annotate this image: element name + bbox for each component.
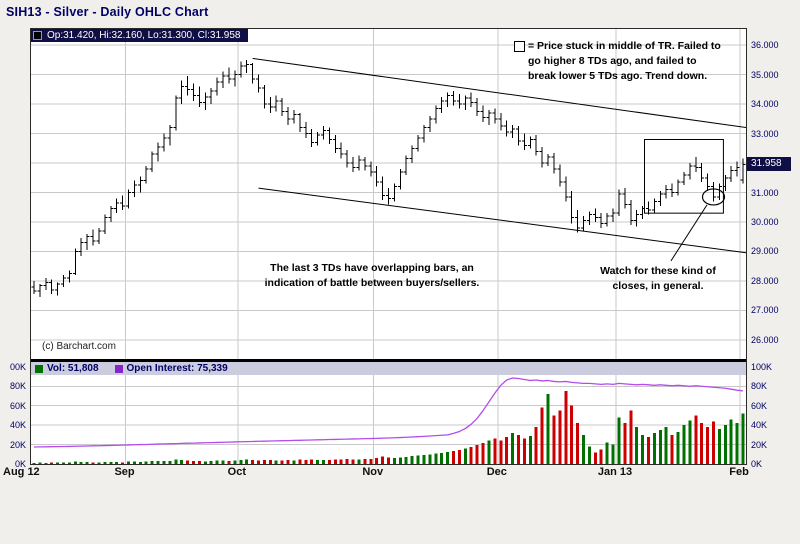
- trading-range-note-line: = Price stuck in middle of TR. Failed to: [528, 40, 721, 52]
- volume-chart: [31, 362, 746, 464]
- price-axis-label: 34.000: [751, 99, 779, 110]
- overlapping-bars-note-line: indication of battle between buyers/sell…: [264, 277, 480, 289]
- overlapping-bars-note: The last 3 TDs have overlapping bars, an…: [247, 261, 497, 291]
- volume-axis-label: 80K: [9, 381, 26, 392]
- volume-panel: Vol: 51,808 Open Interest: 75,339: [31, 362, 746, 464]
- volume-swatch-icon: [35, 364, 43, 373]
- volume-legend: Vol: 51,808 Open Interest: 75,339: [31, 362, 746, 375]
- panel-divider: [31, 359, 746, 362]
- trading-range-note: = Price stuck in middle of TR. Failed to…: [514, 39, 721, 84]
- x-axis-label: Sep: [114, 466, 135, 478]
- x-axis-label: Aug 12: [3, 466, 40, 478]
- quote-bar: Op:31.420, Hi:32.160, Lo:31.300, Cl:31.9…: [31, 29, 249, 42]
- last-price-tag: 31.958: [747, 157, 791, 172]
- price-axis-label: 29.000: [751, 246, 779, 257]
- trading-range-note-line: break lower 5 TDs ago. Trend down.: [528, 70, 708, 82]
- chart-frame: Vol: 51,808 Open Interest: 75,339: [30, 28, 747, 465]
- x-axis-label: Nov: [362, 466, 384, 478]
- ohlc-marker-icon: [33, 31, 42, 40]
- volume-axis-label: 80K: [751, 381, 768, 392]
- x-axis: Aug 12 Sep Oct Nov Dec Jan 13 Feb: [3, 466, 749, 481]
- price-axis-label: 33.000: [751, 128, 779, 139]
- volume-axis-right: 100K 80K 60K 40K 20K 0K: [749, 361, 795, 469]
- watch-closes-note-line: closes, in general.: [612, 280, 704, 292]
- volume-axis-label: 100K: [751, 361, 773, 372]
- price-chart: [31, 29, 746, 359]
- copyright-text: (c) Barchart.com: [42, 341, 116, 352]
- price-axis-label: 27.000: [751, 305, 779, 316]
- price-axis-label: 28.000: [751, 275, 779, 286]
- x-axis-label: Jan 13: [597, 466, 633, 478]
- x-axis-label: Dec: [486, 466, 507, 478]
- x-axis-label: Oct: [227, 466, 246, 478]
- trading-range-note-line: go higher 8 TDs ago, and failed to: [528, 55, 697, 67]
- price-axis-label: 35.000: [751, 69, 779, 80]
- watch-closes-note-line: Watch for these kind of: [600, 265, 716, 277]
- volume-axis-left: 00K 80K 60K 40K 20K 0K: [0, 361, 28, 469]
- volume-axis-label: 40K: [751, 420, 768, 431]
- volume-axis-label: 20K: [9, 439, 26, 450]
- watch-closes-note: Watch for these kind of closes, in gener…: [583, 264, 733, 294]
- quote-text: Op:31.420, Hi:32.160, Lo:31.300, Cl:31.9…: [47, 30, 241, 41]
- overlapping-bars-note-line: The last 3 TDs have overlapping bars, an: [270, 262, 474, 274]
- open-interest-value: Open Interest: 75,339: [126, 363, 228, 374]
- volume-axis-label: 00K: [9, 361, 26, 372]
- volume-axis-label: 0K: [14, 459, 26, 469]
- volume-axis-label: 60K: [9, 400, 26, 411]
- price-axis-label: 36.000: [751, 40, 779, 51]
- volume-axis-label: 0K: [751, 459, 763, 469]
- x-axis-label: Feb: [729, 466, 749, 478]
- volume-axis-label: 20K: [751, 439, 768, 450]
- price-axis-label: 26.000: [751, 334, 779, 345]
- price-axis-label: 31.000: [751, 187, 779, 198]
- open-interest-swatch-icon: [114, 364, 123, 373]
- volume-axis-label: 40K: [9, 420, 26, 431]
- volume-value: Vol: 51,808: [47, 363, 99, 374]
- square-marker-icon: [514, 41, 525, 52]
- price-axis-label: 30.000: [751, 216, 779, 227]
- volume-axis-label: 60K: [751, 400, 768, 411]
- page-title: SIH13 - Silver - Daily OHLC Chart: [6, 5, 209, 19]
